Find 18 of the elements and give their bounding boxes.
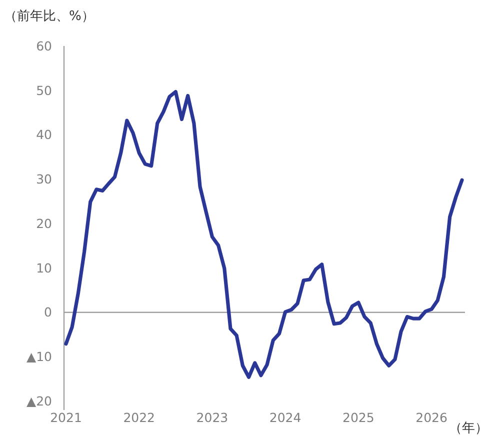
x-tick-label: 2025 (342, 410, 374, 425)
y-tick-label: 50 (36, 82, 52, 98)
y-tick-label: ▲10 (26, 349, 52, 364)
y-axis-title: （前年比、%） (4, 9, 94, 24)
y-tick-label: 40 (36, 127, 52, 142)
y-tick-label: 30 (36, 172, 52, 187)
y-tick-label: 20 (36, 216, 52, 231)
x-tick-label: 2021 (50, 410, 82, 425)
y-tick-label: 0 (44, 304, 52, 320)
y-tick-label: 60 (36, 38, 52, 54)
y-tick-label: 10 (36, 260, 52, 276)
y-tick-label: ▲20 (26, 393, 52, 408)
x-axis-title: （年） (449, 421, 488, 436)
x-tick-label: 2026 (416, 410, 448, 425)
x-tick-label: 2022 (123, 410, 156, 425)
x-tick-label: 2023 (196, 410, 228, 425)
x-tick-label: 2024 (269, 410, 302, 425)
line-series (64, 90, 464, 379)
